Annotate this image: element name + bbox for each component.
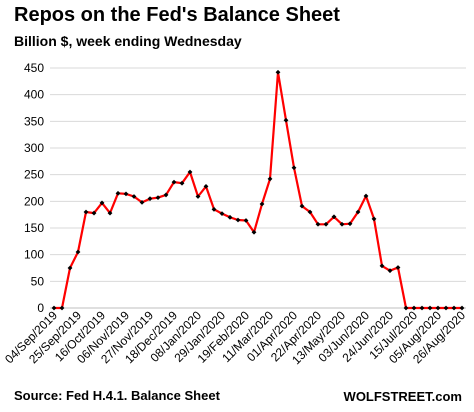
data-point [395,265,401,270]
data-point [331,214,337,220]
y-tick-label: 150 [24,221,44,235]
data-point [51,305,57,311]
data-point [403,305,409,311]
data-point [379,263,385,269]
data-point [339,221,345,227]
data-point [107,210,113,216]
y-tick-label: 450 [24,61,44,75]
data-point [299,203,305,209]
data-point [363,193,369,199]
data-point [91,210,97,216]
data-point [435,305,441,311]
data-point [59,305,65,311]
data-point [259,201,265,207]
data-point [235,217,241,223]
data-point [419,305,425,311]
data-point [187,169,193,175]
data-point [67,265,73,271]
chart-subtitle: Billion $, week ending Wednesday [14,33,242,49]
y-tick-label: 200 [24,194,44,208]
data-point [99,200,105,206]
data-point [163,192,169,198]
brand-label: WOLFSTREET.com [343,389,462,404]
data-point [291,165,297,171]
data-point [123,191,129,197]
y-tick-label: 350 [24,114,44,128]
series-line [54,71,462,310]
data-point [75,249,81,255]
data-point [443,305,449,311]
x-axis-ticks: 04/Sep/201925/Sep/201916/Oct/201906/Nov/… [2,308,468,367]
y-tick-label: 50 [31,274,45,288]
data-point [267,176,273,182]
data-point [243,218,249,223]
y-tick-label: 300 [24,141,44,155]
data-point [427,305,433,311]
data-point [155,195,161,200]
data-point [451,305,457,311]
y-tick-label: 0 [37,301,44,315]
chart-title: Repos on the Fed's Balance Sheet [14,4,340,26]
source-note: Source: Fed H.4.1. Balance Sheet [14,388,220,403]
data-point [251,229,257,235]
data-point [203,184,209,189]
data-point [275,69,281,75]
data-point [227,214,233,220]
data-point [347,221,353,227]
gridlines [50,67,466,282]
data-point [115,190,121,196]
y-tick-label: 100 [24,248,44,262]
data-point [195,194,201,199]
data-point [219,211,225,216]
data-point [139,200,145,205]
y-tick-label: 250 [24,168,44,182]
data-point [459,305,465,311]
data-point [411,305,417,311]
data-point [315,221,321,227]
data-point [371,216,377,222]
data-point [307,209,313,215]
data-point [323,221,329,227]
data-point [283,117,289,123]
data-point [211,206,217,212]
data-point [171,179,177,185]
data-point [147,196,153,202]
data-point [387,268,393,274]
data-point [83,209,89,215]
y-tick-label: 400 [24,88,44,102]
data-point [179,180,185,186]
y-axis-ticks: 0 50 100 150 200 250 300 350 400 450 [24,61,44,315]
series-repos [51,69,465,311]
data-point [131,194,137,199]
data-point [355,209,361,215]
